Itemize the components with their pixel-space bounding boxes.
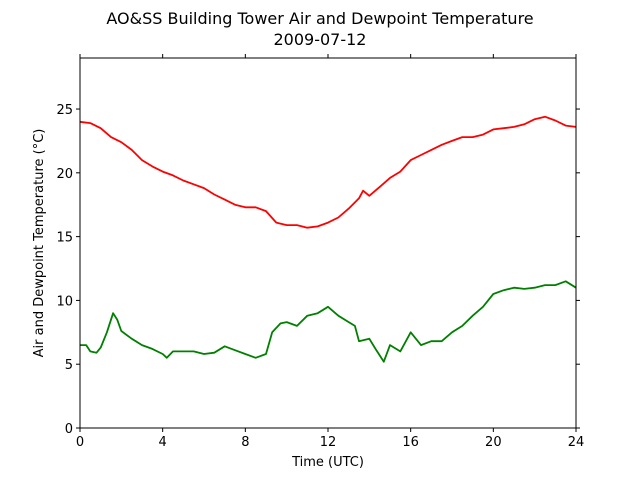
y-axis-label: Air and Dewpoint Temperature (°C) <box>32 129 47 358</box>
chart-subtitle: 2009-07-12 <box>274 30 367 49</box>
y-tick-label: 25 <box>56 103 73 118</box>
x-tick-label: 20 <box>485 435 502 450</box>
x-tick-label: 24 <box>568 435 585 450</box>
y-tick-label: 15 <box>56 231 73 246</box>
y-tick-label: 0 <box>65 422 73 437</box>
series-line-0 <box>79 115 577 229</box>
ticks-layer: 0 4 8 12 16 20 24 0 5 10 15 20 25 <box>56 54 584 450</box>
series-layer <box>79 115 577 363</box>
x-tick-label: 16 <box>402 435 419 450</box>
x-tick-label: 12 <box>320 435 337 450</box>
x-tick-label: 8 <box>241 435 249 450</box>
y-tick-label: 20 <box>56 167 73 182</box>
x-axis-label: Time (UTC) <box>291 455 364 470</box>
y-tick-label: 10 <box>56 294 73 309</box>
series-line-1 <box>80 280 577 363</box>
plot-frame <box>79 57 577 429</box>
chart-title: AO&SS Building Tower Air and Dewpoint Te… <box>106 9 533 28</box>
y-tick-label: 5 <box>65 358 73 373</box>
x-tick-label: 0 <box>76 435 84 450</box>
x-tick-label: 4 <box>159 435 167 450</box>
